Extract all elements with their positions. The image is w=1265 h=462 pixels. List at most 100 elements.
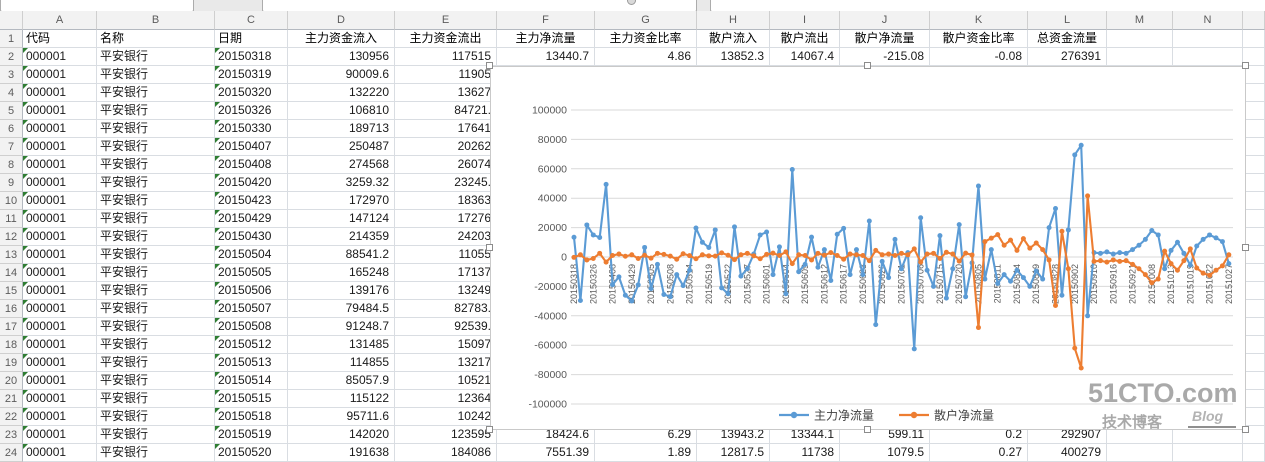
cell-G2[interactable]: 4.86 — [595, 48, 697, 66]
cell-C21[interactable]: 20150515 — [215, 390, 288, 408]
cell-C16[interactable]: 20150507 — [215, 300, 288, 318]
row-header-14[interactable]: 14 — [0, 264, 23, 282]
column-header-L[interactable]: L — [1028, 11, 1107, 30]
column-header-C[interactable]: C — [215, 11, 288, 30]
cell-B5[interactable]: 平安银行 — [97, 102, 215, 120]
cell-C5[interactable]: 20150326 — [215, 102, 288, 120]
cell-B19[interactable]: 平安银行 — [97, 354, 215, 372]
column-header-I[interactable]: I — [770, 11, 840, 30]
cell-A24[interactable]: 000001 — [23, 444, 97, 462]
cell-C24[interactable]: 20150520 — [215, 444, 288, 462]
cell-D8[interactable]: 274568 — [288, 156, 395, 174]
resize-handle[interactable] — [1242, 244, 1249, 251]
cell-A20[interactable]: 000001 — [23, 372, 97, 390]
cell-C14[interactable]: 20150505 — [215, 264, 288, 282]
cell-L24[interactable]: 400279 — [1028, 444, 1107, 462]
cell-H2[interactable]: 13852.3 — [697, 48, 770, 66]
cell-E22[interactable]: 10242 — [395, 408, 497, 426]
cell-N4[interactable] — [1243, 84, 1265, 102]
cell-D23[interactable]: 142020 — [288, 426, 395, 444]
cell-D21[interactable]: 115122 — [288, 390, 395, 408]
cell-D2[interactable]: 130956 — [288, 48, 395, 66]
cell-D11[interactable]: 147124 — [288, 210, 395, 228]
cell-A15[interactable]: 000001 — [23, 282, 97, 300]
row-header-17[interactable]: 17 — [0, 318, 23, 336]
cell-D5[interactable]: 106810 — [288, 102, 395, 120]
cell-E14[interactable]: 17137 — [395, 264, 497, 282]
cell-A12[interactable]: 000001 — [23, 228, 97, 246]
cell-C4[interactable]: 20150320 — [215, 84, 288, 102]
cell-C9[interactable]: 20150420 — [215, 174, 288, 192]
cell-B22[interactable]: 平安银行 — [97, 408, 215, 426]
row-header-6[interactable]: 6 — [0, 120, 23, 138]
cell-A8[interactable]: 000001 — [23, 156, 97, 174]
cell-H23[interactable]: 13943.2 — [697, 426, 770, 444]
column-header-M[interactable]: M — [1107, 11, 1173, 30]
cell-N1[interactable] — [1243, 30, 1265, 48]
cell-A14[interactable]: 000001 — [23, 264, 97, 282]
cell-E7[interactable]: 20262 — [395, 138, 497, 156]
cell-N6[interactable] — [1243, 120, 1265, 138]
legend-label[interactable]: 主力净流量 — [814, 409, 874, 423]
row-header-13[interactable]: 13 — [0, 246, 23, 264]
cell-B8[interactable]: 平安银行 — [97, 156, 215, 174]
cell-N5[interactable] — [1243, 102, 1265, 120]
column-header-D[interactable]: D — [288, 11, 395, 30]
cell-C3[interactable]: 20150319 — [215, 66, 288, 84]
cell-D4[interactable]: 132220 — [288, 84, 395, 102]
cell-B9[interactable]: 平安银行 — [97, 174, 215, 192]
cell-A16[interactable]: 000001 — [23, 300, 97, 318]
cell-A5[interactable]: 000001 — [23, 102, 97, 120]
cell-E6[interactable]: 17641 — [395, 120, 497, 138]
cell-E9[interactable]: 23245. — [395, 174, 497, 192]
cell-E15[interactable]: 13249 — [395, 282, 497, 300]
cell-F1[interactable]: 主力净流量 — [497, 30, 595, 48]
cell-B3[interactable]: 平安银行 — [97, 66, 215, 84]
cell-D22[interactable]: 95711.6 — [288, 408, 395, 426]
cell-M2[interactable] — [1107, 48, 1173, 66]
cell-E11[interactable]: 17276 — [395, 210, 497, 228]
row-header-22[interactable]: 22 — [0, 408, 23, 426]
cell-F2[interactable]: 13440.7 — [497, 48, 595, 66]
cell-C20[interactable]: 20150514 — [215, 372, 288, 390]
fund-flow-chart[interactable]: 100000 80000 60000 40000 20000 0 -20000 -40000 -… — [490, 66, 1246, 430]
cell-B4[interactable]: 平安银行 — [97, 84, 215, 102]
cell-C6[interactable]: 20150330 — [215, 120, 288, 138]
cell-C17[interactable]: 20150508 — [215, 318, 288, 336]
cell-A3[interactable]: 000001 — [23, 66, 97, 84]
cell-A1[interactable]: 代码 — [23, 30, 97, 48]
cell-D7[interactable]: 250487 — [288, 138, 395, 156]
cell-D24[interactable]: 191638 — [288, 444, 395, 462]
cell-I1[interactable]: 散户流出 — [770, 30, 840, 48]
cell-M1[interactable] — [1107, 30, 1173, 48]
cell-D9[interactable]: 3259.32 — [288, 174, 395, 192]
cell-N15[interactable] — [1243, 282, 1265, 300]
cell-E19[interactable]: 13217 — [395, 354, 497, 372]
cell-E4[interactable]: 13627 — [395, 84, 497, 102]
cell-C2[interactable]: 20150318 — [215, 48, 288, 66]
cell-E2[interactable]: 117515 — [395, 48, 497, 66]
cell-E3[interactable]: 11905 — [395, 66, 497, 84]
cell-I23[interactable]: 13344.1 — [770, 426, 840, 444]
cell-D10[interactable]: 172970 — [288, 192, 395, 210]
resize-handle[interactable] — [1242, 426, 1249, 433]
cell-L2[interactable]: 276391 — [1028, 48, 1107, 66]
cell-E18[interactable]: 15097 — [395, 336, 497, 354]
column-header-F[interactable]: F — [497, 11, 595, 30]
cell-B24[interactable]: 平安银行 — [97, 444, 215, 462]
cell-B18[interactable]: 平安银行 — [97, 336, 215, 354]
cell-K24[interactable]: 0.27 — [930, 444, 1028, 462]
column-header-B[interactable]: B — [97, 11, 215, 30]
cell-C7[interactable]: 20150407 — [215, 138, 288, 156]
cell-B13[interactable]: 平安银行 — [97, 246, 215, 264]
cell-D1[interactable]: 主力资金流入 — [288, 30, 395, 48]
cell-N7[interactable] — [1243, 138, 1265, 156]
row-header-5[interactable]: 5 — [0, 102, 23, 120]
cell-F24[interactable]: 7551.39 — [497, 444, 595, 462]
row-header-11[interactable]: 11 — [0, 210, 23, 228]
cell-B12[interactable]: 平安银行 — [97, 228, 215, 246]
cell-K23[interactable]: 0.2 — [930, 426, 1028, 444]
cell-C8[interactable]: 20150408 — [215, 156, 288, 174]
cell-G24[interactable]: 1.89 — [595, 444, 697, 462]
cell-E12[interactable]: 24203 — [395, 228, 497, 246]
